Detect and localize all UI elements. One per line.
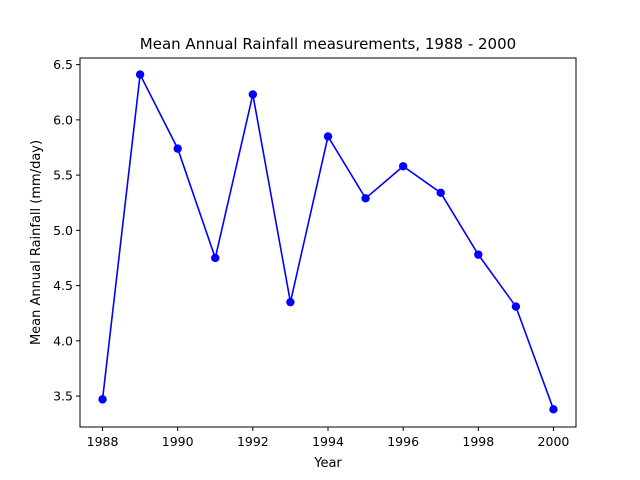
x-tick-label: 1988: [87, 434, 119, 449]
plot-frame: [79, 57, 577, 428]
y-tick-label: 4.0: [53, 333, 73, 348]
x-tick-label: 1996: [387, 434, 419, 449]
data-point: [511, 302, 521, 311]
data-point: [549, 405, 558, 414]
x-tick-label: 2000: [538, 434, 570, 449]
data-point: [211, 253, 220, 263]
y-tick-label: 6.5: [53, 57, 73, 72]
plot-area: [98, 70, 558, 414]
data-point: [98, 395, 107, 404]
data-point: [248, 90, 258, 99]
data-point: [173, 144, 182, 153]
data-point: [323, 132, 333, 141]
y-tick-label: 5.5: [53, 168, 73, 183]
x-tick-label: 1994: [312, 434, 344, 449]
data-point: [436, 188, 445, 197]
data-point: [135, 70, 145, 79]
x-tick-label: 1990: [162, 434, 194, 449]
y-tick-label: 3.5: [53, 389, 73, 404]
chart-title: Mean Annual Rainfall measurements, 1988 …: [140, 35, 516, 53]
y-tick-label: 5.0: [53, 223, 73, 238]
data-point: [474, 250, 483, 259]
y-tick-label: 4.5: [53, 278, 73, 293]
data-point: [286, 297, 295, 307]
y-tick-label: 6.0: [53, 112, 73, 127]
y-axis-ticks: 3.5 4.0 4.5 5.0 5.5 6.0 6.5: [53, 57, 80, 404]
x-axis-ticks: 1988 1990 1992 1994 1996 1998 2000: [87, 427, 570, 449]
x-axis-label: Year: [313, 456, 342, 471]
data-point: [398, 162, 408, 171]
x-tick-label: 1992: [237, 434, 269, 449]
series-line: [101, 71, 555, 410]
x-tick-label: 1998: [462, 434, 494, 449]
y-axis-label: Mean Annual Rainfall (mm/day): [29, 140, 44, 345]
data-point: [361, 194, 370, 203]
